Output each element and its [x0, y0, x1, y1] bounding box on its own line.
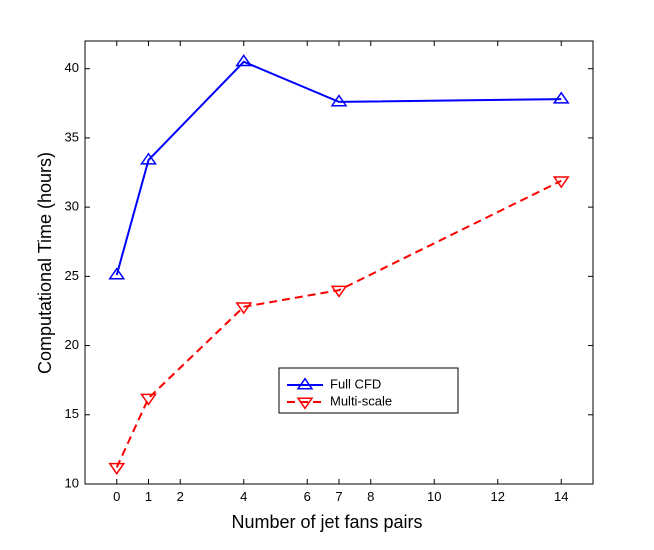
legend: Full CFD Multi-scale — [278, 367, 459, 414]
x-tick-label: 12 — [491, 489, 505, 504]
y-tick-label: 10 — [65, 475, 79, 490]
legend-label-multi-scale: Multi-scale — [330, 393, 392, 408]
x-tick-label: 0 — [113, 489, 120, 504]
data-point-multi-scale — [235, 302, 253, 315]
x-tick-label: 10 — [427, 489, 441, 504]
y-tick-label: 15 — [65, 406, 79, 421]
x-tick-label: 4 — [240, 489, 247, 504]
data-point-multi-scale — [140, 393, 157, 406]
legend-marker-multi-scale — [296, 397, 314, 410]
data-point-full-cfd — [235, 54, 253, 67]
series-line-full-cfd — [115, 60, 562, 276]
plot-area — [84, 40, 594, 485]
data-point-multi-scale — [552, 176, 570, 189]
series-line-multi-scale — [115, 179, 562, 468]
data-point-full-cfd — [108, 267, 126, 280]
x-tick-label: 14 — [554, 489, 568, 504]
data-point-full-cfd — [330, 94, 348, 107]
data-point-full-cfd — [552, 91, 570, 104]
y-tick-label: 20 — [65, 337, 79, 352]
x-tick-label: 7 — [335, 489, 342, 504]
legend-marks — [287, 377, 323, 410]
y-tick-label: 35 — [65, 129, 79, 144]
y-tick-label: 40 — [65, 60, 79, 75]
data-point-multi-scale — [108, 462, 126, 476]
x-tick-label: 6 — [304, 489, 311, 504]
y-axis-label: Computational Time (hours) — [35, 152, 55, 374]
series-layer — [108, 54, 570, 476]
legend-label-full-cfd: Full CFD — [330, 376, 381, 391]
legend-box — [278, 367, 459, 414]
data-point-full-cfd — [140, 152, 157, 165]
x-tick-label: 1 — [145, 489, 152, 504]
legend-marker-full-cfd — [296, 377, 314, 390]
x-axis-ticks: 0 1 2 4 6 7 8 10 12 14 — [113, 41, 568, 504]
data-point-multi-scale — [330, 285, 348, 298]
x-axis-label: Number of jet fans pairs — [231, 512, 422, 532]
x-tick-label: 2 — [177, 489, 184, 504]
y-tick-label: 30 — [65, 199, 79, 214]
y-tick-label: 25 — [65, 268, 79, 283]
y-axis-ticks: 10 15 20 25 30 35 40 — [65, 60, 593, 490]
x-tick-label: 8 — [367, 489, 374, 504]
